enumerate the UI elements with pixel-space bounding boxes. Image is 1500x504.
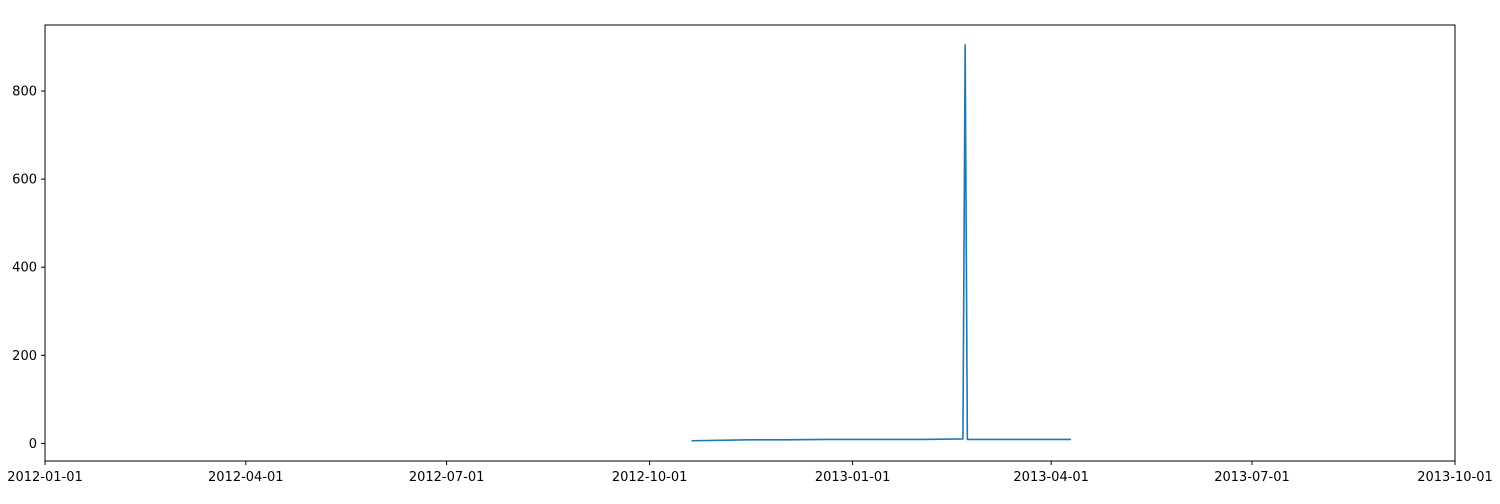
x-tick-label: 2012-10-01 — [612, 470, 688, 485]
y-tick-label: 400 — [12, 261, 37, 276]
x-axis: 2012-01-01 2012-04-01 2012-07-01 2012-10-01… — [7, 461, 1493, 485]
x-tick-label: 2013-07-01 — [1214, 470, 1290, 485]
x-tick-label: 2013-01-01 — [815, 470, 891, 485]
x-tick-label: 2013-04-01 — [1013, 470, 1089, 485]
plot-area-frame — [44, 24, 1456, 462]
y-tick-label: 600 — [12, 173, 37, 188]
y-axis: 0 200 400 600 800 — [12, 85, 45, 452]
x-tick-label: 2012-01-01 — [7, 470, 83, 485]
y-tick-label: 0 — [29, 437, 37, 452]
x-tick-label: 2012-04-01 — [208, 470, 284, 485]
series-layer — [691, 44, 1072, 442]
y-tick-label: 800 — [12, 85, 37, 100]
y-tick-label: 200 — [12, 349, 37, 364]
x-tick-label: 2012-07-01 — [409, 470, 485, 485]
x-tick-label: 2013-10-01 — [1417, 470, 1493, 485]
series-line — [691, 44, 1072, 442]
